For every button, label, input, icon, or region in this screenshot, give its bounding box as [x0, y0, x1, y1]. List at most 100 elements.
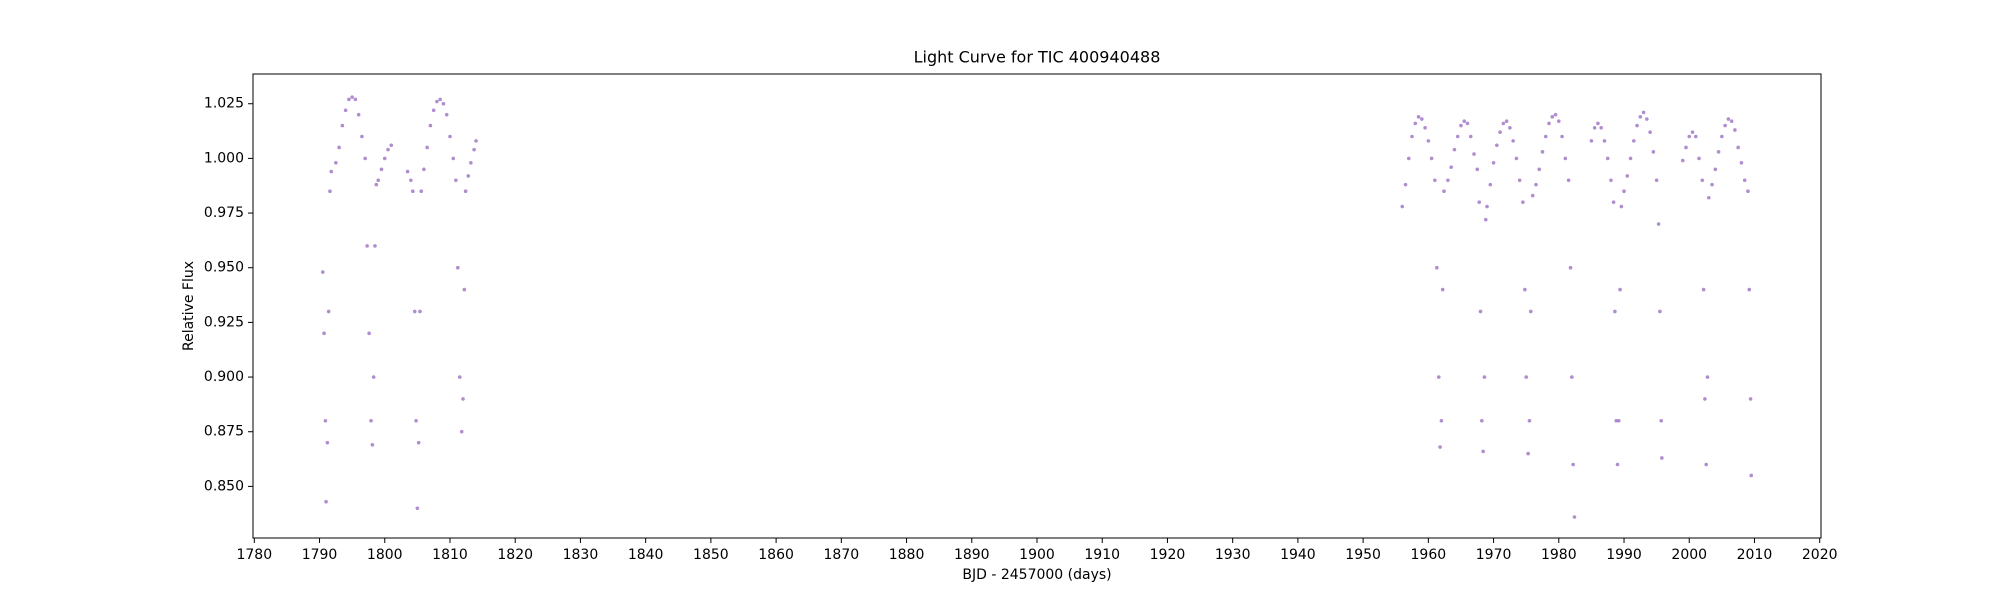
- data-point: [1511, 139, 1515, 143]
- data-point: [1729, 119, 1734, 124]
- data-point: [411, 189, 415, 194]
- data-point: [1435, 265, 1439, 270]
- data-point: [1543, 134, 1548, 139]
- data-point: [1553, 112, 1558, 117]
- x-tick-label: 1830: [563, 547, 599, 563]
- data-point: [419, 189, 424, 194]
- data-point: [1645, 117, 1649, 121]
- data-point: [382, 156, 387, 161]
- data-point: [1482, 375, 1487, 379]
- data-point: [1617, 418, 1621, 423]
- data-point: [1403, 182, 1408, 187]
- x-tick-label: 1860: [758, 547, 794, 563]
- data-point: [1638, 115, 1643, 119]
- data-point: [1534, 182, 1538, 187]
- data-point: [363, 156, 367, 161]
- data-point: [1742, 178, 1747, 183]
- data-point: [1684, 145, 1688, 150]
- data-point: [412, 309, 417, 314]
- data-point: [1410, 134, 1414, 139]
- y-tick-label: 0.875: [204, 424, 244, 440]
- data-point: [1697, 156, 1701, 161]
- data-point: [1747, 287, 1752, 292]
- data-point: [1613, 309, 1617, 314]
- x-tick-label: 2010: [1737, 547, 1773, 563]
- data-point: [1707, 195, 1711, 200]
- x-tick-label: 2000: [1671, 547, 1707, 563]
- data-point: [1462, 119, 1467, 124]
- data-point: [1651, 150, 1656, 154]
- data-point: [431, 108, 436, 113]
- data-point: [1475, 167, 1480, 172]
- data-point: [1524, 375, 1528, 379]
- data-point: [454, 178, 458, 183]
- data-point: [1449, 165, 1453, 169]
- y-tick-label: 0.950: [204, 260, 244, 276]
- data-point: [1483, 217, 1488, 222]
- y-tick-label: 1.000: [204, 150, 244, 166]
- data-point: [1625, 174, 1630, 178]
- data-point: [1439, 418, 1444, 423]
- data-point: [376, 178, 381, 183]
- data-point: [1556, 119, 1561, 124]
- data-point: [334, 160, 338, 165]
- x-tick-label: 1870: [824, 547, 860, 563]
- data-point: [461, 397, 465, 401]
- data-point: [328, 189, 332, 194]
- data-point: [448, 134, 452, 139]
- data-point: [1628, 156, 1633, 161]
- data-point: [1465, 121, 1470, 126]
- y-tick-label: 0.900: [204, 369, 244, 385]
- data-point: [438, 97, 442, 102]
- data-point: [320, 270, 325, 274]
- data-point: [1736, 145, 1740, 150]
- data-point: [1660, 456, 1664, 460]
- y-tick-label: 0.850: [204, 478, 244, 494]
- data-point: [1596, 121, 1600, 126]
- data-point: [1648, 130, 1652, 134]
- data-point: [463, 189, 468, 194]
- data-point: [1641, 110, 1646, 115]
- data-point: [1440, 287, 1445, 292]
- data-point: [1455, 134, 1460, 139]
- x-tick-label: 1970: [1476, 547, 1512, 563]
- data-point: [1687, 134, 1692, 139]
- data-point: [379, 167, 384, 172]
- data-point: [1423, 125, 1427, 130]
- x-tick-label: 1780: [236, 547, 272, 563]
- data-point: [428, 123, 433, 128]
- data-point: [1614, 418, 1618, 423]
- data-point: [466, 174, 471, 178]
- data-point: [1468, 134, 1473, 139]
- data-point: [1739, 160, 1744, 165]
- data-point: [1480, 418, 1484, 423]
- data-point: [416, 440, 421, 445]
- data-point: [1406, 156, 1411, 161]
- x-tick-label: 1880: [889, 547, 925, 563]
- data-point: [462, 287, 467, 292]
- data-point: [1550, 115, 1555, 119]
- data-point: [1749, 473, 1754, 478]
- data-point: [1547, 121, 1551, 126]
- data-point: [1433, 178, 1437, 183]
- data-point: [389, 143, 394, 148]
- data-point: [441, 101, 446, 106]
- data-point: [1726, 117, 1731, 121]
- data-point: [1602, 139, 1607, 143]
- data-point: [1501, 121, 1506, 126]
- data-point: [360, 134, 364, 139]
- data-point: [435, 99, 439, 104]
- data-point: [1452, 147, 1457, 152]
- data-point: [1700, 178, 1705, 183]
- data-point: [1705, 375, 1710, 379]
- data-point: [1748, 397, 1753, 401]
- data-point: [1472, 152, 1476, 156]
- x-tick-label: 1950: [1345, 547, 1381, 563]
- data-point: [422, 167, 426, 172]
- data-point: [1713, 167, 1718, 172]
- data-point: [340, 123, 345, 128]
- data-point: [1495, 143, 1499, 148]
- data-point: [1442, 189, 1446, 194]
- x-tick-label: 1930: [1215, 547, 1251, 563]
- data-point: [1438, 445, 1442, 449]
